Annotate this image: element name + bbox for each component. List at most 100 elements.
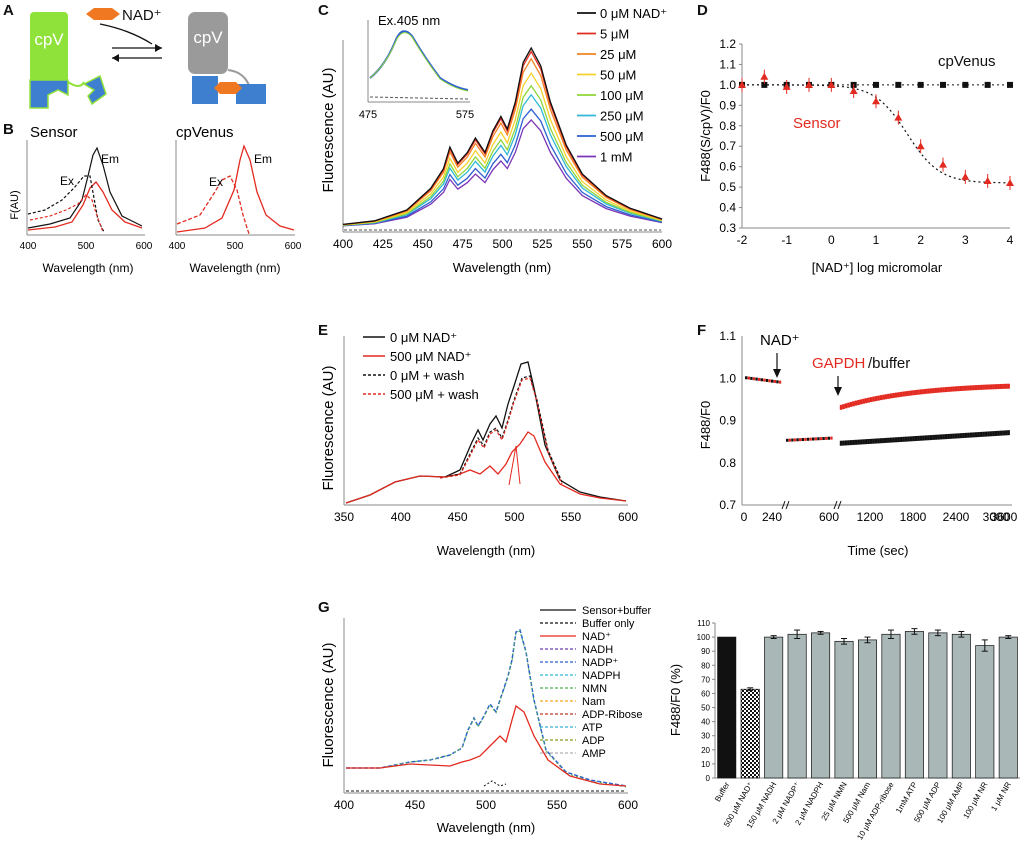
f-gapdh-point (999, 383, 1003, 389)
f-buffer-point (909, 436, 913, 442)
e-legend-label: 0 μM NAD⁺ (390, 330, 457, 345)
f-buffer-point (989, 431, 993, 437)
f-gapdh-point (992, 384, 995, 390)
f-gapdh-point (897, 392, 900, 398)
g2-bar (717, 636, 737, 779)
bound-domain-right (236, 84, 266, 104)
f-gapdh-point (889, 393, 893, 399)
f-gapdh-point (904, 391, 908, 397)
d-sensor-point (827, 80, 836, 88)
f-buffer-point (1004, 430, 1008, 436)
b2-xtick: 600 (285, 241, 302, 252)
f-nad-point (822, 437, 825, 441)
f-axis-break (837, 500, 842, 510)
f-gapdh-arrowhead (834, 387, 842, 396)
g2-bar (881, 633, 901, 779)
f-buffer-point (977, 432, 980, 438)
f-baseline-point (776, 380, 779, 384)
d-ytick: 0.8 (719, 119, 736, 133)
b1-em-black-line (27, 146, 143, 229)
d-sensor-point (849, 87, 858, 95)
g-legend-label: NADH (582, 644, 613, 656)
f-gapdh-point (839, 404, 843, 410)
f-gapdh-point (847, 402, 850, 408)
g2-ytick: 0 (706, 774, 711, 783)
c-xtick: 400 (333, 237, 353, 251)
f-buffer-point (912, 436, 915, 442)
d-ytick: 1.2 (719, 37, 736, 51)
f-baseline-point (773, 379, 776, 383)
b2-xtick: 500 (227, 241, 244, 252)
f-buffer-point (872, 438, 875, 444)
f-nad-point (814, 437, 817, 441)
f-ytick: 1.1 (719, 329, 736, 343)
f-gapdh-label: GAPDH (812, 355, 865, 372)
cpv-gray-block (188, 12, 228, 74)
f-gapdh-point (842, 404, 845, 410)
g2-ytick: 90 (701, 647, 710, 656)
f-axis-break (785, 500, 790, 510)
f-buffer-point (919, 435, 923, 441)
f-buffer-point (847, 440, 850, 446)
f-gapdh-point (982, 384, 985, 390)
c-legend-label: 500 μM (600, 129, 644, 144)
f-buffer-point (947, 433, 950, 439)
f-gapdh-point (932, 388, 935, 394)
f-buffer-point (927, 435, 930, 441)
g2-ylabel: F488/F0 (%) (668, 664, 683, 736)
g-legend-label: Nam (582, 696, 605, 708)
f-axis-break (833, 500, 838, 510)
f-gapdh-point (969, 385, 973, 391)
panel-g-spectra: Fluorescence (AU) 400 450 500 550 600 Wavele… (320, 605, 652, 835)
f-buffer-point (914, 436, 918, 442)
f-buffer-point (962, 433, 965, 439)
c-xtick: 500 (492, 237, 512, 251)
f-xtick: 0 (741, 510, 748, 524)
g-legend-label: Buffer only (582, 618, 635, 630)
d-cpvenus-point (940, 81, 946, 88)
forward-arrowhead (155, 44, 162, 52)
f-buffer-point (894, 437, 898, 443)
g2-category-label: 1 μM NR (989, 780, 1013, 812)
cpv-green-block (30, 12, 68, 82)
f-gapdh-point (894, 392, 898, 398)
g2-bar (951, 633, 971, 779)
f-gapdh-point (962, 385, 965, 391)
g2-ytick: 50 (701, 704, 710, 713)
d-sensor-point (939, 160, 947, 168)
e-xtick: 350 (334, 510, 354, 524)
f-buffer-point (884, 437, 888, 443)
c-inset-xtick: 575 (456, 109, 474, 121)
panel-label-f: F (697, 322, 706, 339)
f-gapdh-point (997, 384, 1000, 390)
c-xtick: 425 (373, 237, 393, 251)
c-xtick: 525 (532, 237, 552, 251)
f-nad-point (793, 438, 797, 442)
d-xtick: -1 (781, 233, 792, 247)
f-gapdh-point (984, 384, 988, 390)
d-ytick: 1.1 (719, 57, 736, 71)
g-buffer-bump (483, 780, 507, 787)
g-xtick: 500 (476, 798, 496, 812)
f-gapdh-point (877, 395, 880, 401)
panel-label-c: C (318, 2, 329, 19)
g-legend-label: ATP (582, 722, 603, 734)
f-nad-point (806, 437, 810, 441)
f-gapdh-point (949, 386, 953, 392)
f-gapdh-point (967, 385, 970, 391)
panel-label-b: B (3, 121, 14, 138)
d-sensor-point (738, 80, 746, 88)
c-legend-label: 5 μM (600, 27, 629, 42)
e-xtick: 450 (448, 510, 468, 524)
g-legend-label: ADP-Ribose (582, 709, 643, 721)
panel-e: Fluorescence (AU) 350 400 450 500 550 600 Wav… (320, 330, 638, 558)
d-cpvenus-point (962, 81, 969, 88)
f-buffer-point (907, 436, 910, 442)
g2-ytick: 80 (701, 661, 710, 670)
c-inset-curve-2 (369, 32, 469, 92)
c-inset-bg (366, 20, 470, 102)
f-gapdh-point (912, 390, 915, 396)
f-gapdh-point (977, 384, 980, 390)
d-xtick: 1 (873, 233, 880, 247)
d-xtick: 0 (828, 233, 835, 247)
